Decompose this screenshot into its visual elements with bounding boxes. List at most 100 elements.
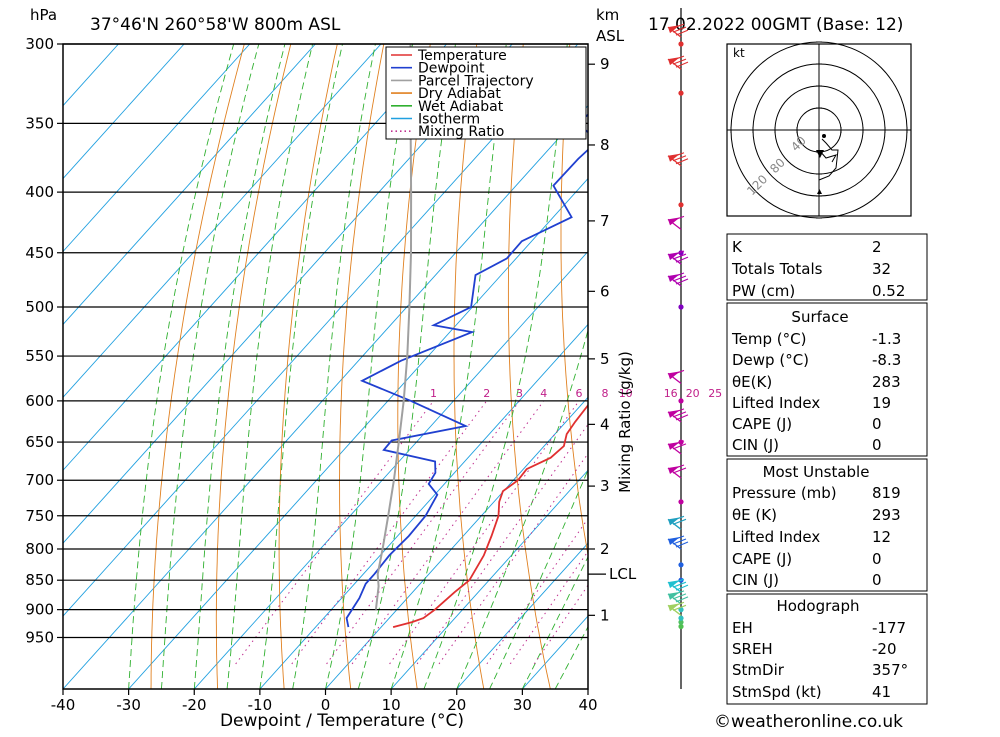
pressure-tick-label: 400 [25,183,54,201]
wind-barb-flag [669,272,685,279]
isotherm-line [259,323,588,689]
wind-barb-flag [669,464,685,471]
mixing-ratio-label: 10 [619,387,633,400]
wind-barb-flag [672,443,687,450]
isotherm-line [63,44,447,471]
mu-pressure-value: 819 [872,484,901,502]
wind-barb-flag [669,440,685,447]
wind-barb-flag [672,155,687,162]
mixing-ratio-label: 4 [540,387,547,400]
dry-adiabat [942,44,1000,689]
mu-cape-label: CAPE (J) [732,550,792,568]
mixing-ratio-label: 8 [602,387,609,400]
wind-level-dot [678,202,684,208]
pressure-tick-label: 900 [25,601,54,619]
hodograph-trace [818,138,839,193]
mu-cin-label: CIN (J) [732,571,779,589]
temperature-tick-label: -30 [116,696,141,714]
surface-li-value: 19 [872,394,891,412]
hodograph-point [817,189,822,194]
wind-barb-flag [672,604,687,611]
series-dewpoint [345,113,588,628]
mixing-ratio-line [416,423,588,665]
temperature-tick-label: -40 [51,696,76,714]
wet-adiabat [521,555,588,689]
wet-adiabat [489,468,588,689]
pressure-unit-label: hPa [30,6,57,24]
wind-barb-flag [669,535,685,542]
mu-theta-label: θE (K) [732,506,777,524]
pw-label: PW (cm) [732,282,795,300]
dry-adiabat [150,44,245,689]
dry-adiabat [215,44,292,689]
wind-barb-flag [669,590,685,597]
height-tick-label: 7 [600,212,610,230]
isotherm-line [63,44,185,180]
height-tick-label: 5 [600,350,610,368]
hodograph-table-title: Hodograph [776,597,859,615]
wind-level-dot [678,499,684,505]
stmdir-value: 357° [872,661,908,679]
isotherm-line [128,177,588,689]
pressure-tick-label: 750 [25,507,54,525]
surface-cin-label: CIN (J) [732,436,779,454]
stmspd-label: StmSpd (kt) [732,683,822,701]
wind-barb-flag [672,275,687,282]
series-parcel-trajectory [374,44,413,610]
wind-barb-flag [675,596,689,603]
legend-label: Parcel Trajectory [418,73,534,89]
wind-barb-flag [669,55,685,62]
surface-cape-label: CAPE (J) [732,415,792,433]
plot-background-lines [0,44,1000,689]
wet-adiabat [128,44,235,689]
temperature-tick-label: 40 [578,696,597,714]
mixing-ratio-line [326,400,520,665]
isotherm-line [63,104,588,689]
mu-pressure-label: Pressure (mb) [732,484,837,502]
mixing-ratio-label: 20 [686,387,700,400]
wind-barb-flag [675,158,689,165]
pressure-tick-label: 350 [25,114,54,132]
wind-barb-flag [672,411,687,418]
wind-barb-flag [672,467,687,474]
isotherm-line [325,396,588,689]
wind-barb-flag [669,250,685,257]
sreh-label: SREH [732,640,773,658]
sreh-value: -20 [872,640,897,658]
isotherm-line [63,44,119,107]
surface-temp-value: -1.3 [872,330,901,348]
wet-adiabat [325,44,414,689]
mu-li-label: Lifted Index [732,528,820,546]
wind-barb-flag [669,369,685,376]
height-tick-label: 2 [600,540,610,558]
pressure-tick-label: 850 [25,571,54,589]
height-tick-label: 6 [600,282,610,300]
pressure-tick-label: 600 [25,392,54,410]
isotherm-line [456,542,588,689]
hodograph-trace [818,149,838,163]
isotherm-line [0,44,53,689]
wind-level-dot [678,623,684,630]
pressure-tick-label: 300 [25,35,54,53]
storm-motion-marker [816,150,824,158]
wet-adiabat [292,44,376,689]
mixing-ratio-label: 16 [664,387,678,400]
temperature-tick-label: 0 [321,696,331,714]
surface-cape-value: 0 [872,415,882,433]
axis-ticks: 3003504004505005506006507007508008509009… [25,35,636,714]
lcl-label: LCL [609,565,637,583]
wind-barb-flag [672,593,687,600]
wet-adiabat [456,328,588,689]
wind-barb-flag [669,23,685,30]
pressure-tick-label: 550 [25,347,54,365]
wind-barb-flag [669,215,685,222]
surface-li-label: Lifted Index [732,394,820,412]
legend-label: Wet Adiabat [418,99,504,115]
indices-tables: K 2 Totals Totals 32 PW (cm) 0.52 Surfac… [726,233,928,705]
wind-level-dot [678,398,684,404]
hodograph-point [822,134,826,138]
series-temperature [392,403,588,628]
wind-level-dot [678,619,684,625]
stmspd-value: 41 [872,683,891,701]
isotherm-line [63,44,382,399]
